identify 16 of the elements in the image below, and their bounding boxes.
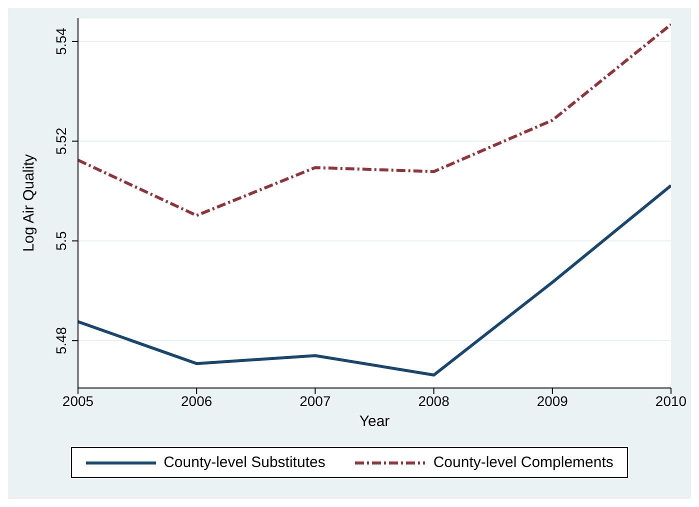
legend-label: County-level Complements	[433, 454, 614, 471]
x-tick-label: 2009	[536, 392, 568, 409]
y-tick-label: 5.54	[53, 28, 69, 56]
x-tick-label: 2008	[418, 392, 450, 409]
y-tick-label: 5.48	[53, 326, 69, 354]
y-axis-title: Log Air Quality	[20, 154, 38, 252]
x-tick-label: 2006	[181, 392, 212, 409]
y-tick-label: 5.52	[53, 127, 69, 155]
x-tick-label: 2010	[655, 392, 687, 409]
x-tick-label: 2007	[300, 392, 331, 409]
x-axis-title: Year	[359, 413, 390, 430]
line-series	[78, 22, 671, 217]
legend-label: County-level Substitutes	[164, 454, 326, 471]
x-tick-label: 2005	[62, 392, 94, 409]
line-series	[78, 184, 671, 377]
y-tick-label: 5.5	[53, 230, 69, 251]
